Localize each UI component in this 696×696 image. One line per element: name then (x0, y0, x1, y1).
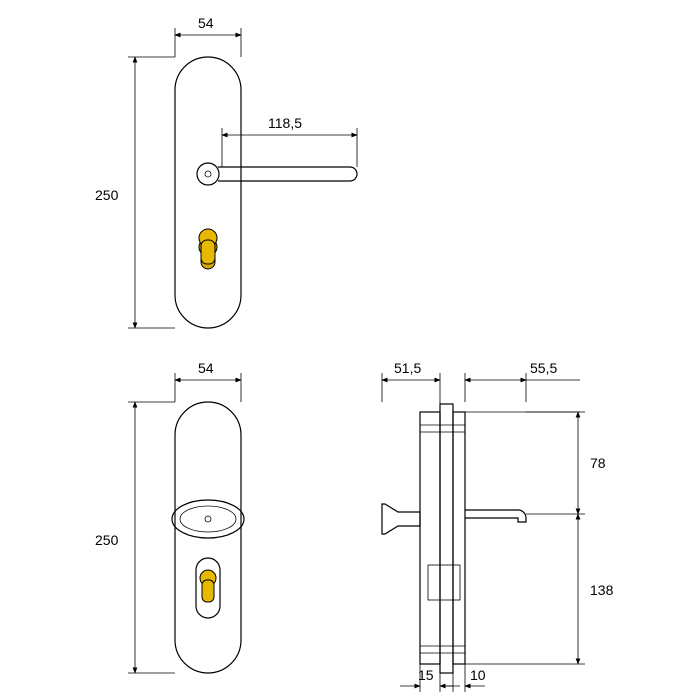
dim-label: 54 (198, 360, 214, 376)
dim-label: 138 (590, 582, 614, 598)
dim-label: 250 (95, 532, 119, 548)
side-view (382, 404, 526, 673)
dim-side-upper: 78 (526, 412, 606, 514)
dim-label: 250 (95, 187, 119, 203)
dim-handle-len: 118,5 (222, 115, 357, 167)
dim-label: 51,5 (394, 360, 421, 376)
keyhole-bottom (196, 558, 220, 618)
technical-drawing: 54 250 118,5 54 (0, 0, 696, 696)
dim-label: 118,5 (268, 115, 302, 131)
dim-top-height: 250 (95, 57, 175, 328)
dim-side-lower: 138 (465, 514, 614, 664)
dim-bot-height: 250 (95, 402, 175, 673)
dim-label: 15 (418, 667, 434, 683)
bottom-plate (172, 402, 244, 673)
top-plate (175, 57, 357, 328)
dim-side-offset-r: 10 (440, 664, 486, 692)
dim-label: 10 (470, 667, 486, 683)
dim-label: 78 (590, 455, 606, 471)
keyhole-top (199, 229, 217, 269)
dim-label: 55,5 (530, 360, 557, 376)
dim-side-offset-l: 15 (400, 664, 460, 692)
dim-bot-width: 54 (175, 360, 241, 402)
dim-side-depth-r: 55,5 (465, 360, 580, 412)
dim-label: 54 (198, 15, 214, 31)
dim-top-width: 54 (175, 15, 241, 57)
dim-side-depth-l: 51,5 (382, 360, 440, 404)
